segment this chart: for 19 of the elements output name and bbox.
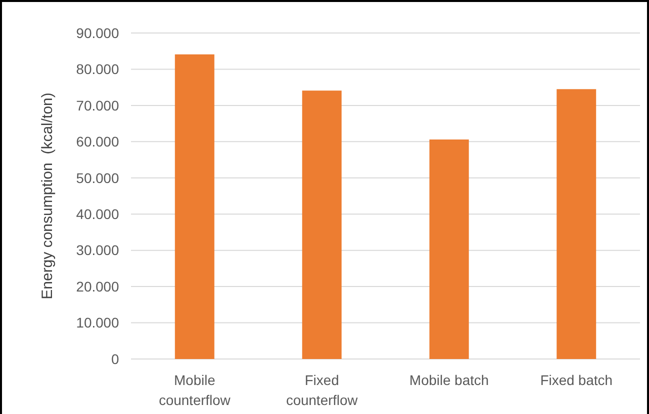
y-tick-label: 40.000 bbox=[76, 206, 120, 222]
y-tick-label: 20.000 bbox=[76, 278, 120, 294]
y-tick-label: 90.000 bbox=[76, 24, 120, 41]
y-tick-label: 0 bbox=[111, 350, 120, 367]
x-tick-label: Fixed counterflow bbox=[286, 372, 359, 408]
y-tick-label: 30.000 bbox=[76, 242, 120, 258]
y-tick-label: 60.000 bbox=[76, 134, 120, 150]
bar bbox=[556, 89, 596, 359]
bar bbox=[174, 54, 214, 359]
x-tick-label: Fixed batch bbox=[540, 372, 613, 388]
x-tick-label: Mobile batch bbox=[409, 372, 489, 388]
y-tick-label: 70.000 bbox=[76, 97, 120, 114]
y-tick-label: 80.000 bbox=[76, 61, 120, 78]
y-tick-label: 50.000 bbox=[76, 170, 120, 186]
bar bbox=[429, 139, 469, 359]
bar bbox=[302, 90, 342, 359]
y-axis-title: Energy consumption (kcal/ton) bbox=[39, 92, 56, 300]
y-tick-label: 10.000 bbox=[76, 314, 120, 331]
x-tick-label: Mobile counterflow bbox=[158, 372, 232, 408]
